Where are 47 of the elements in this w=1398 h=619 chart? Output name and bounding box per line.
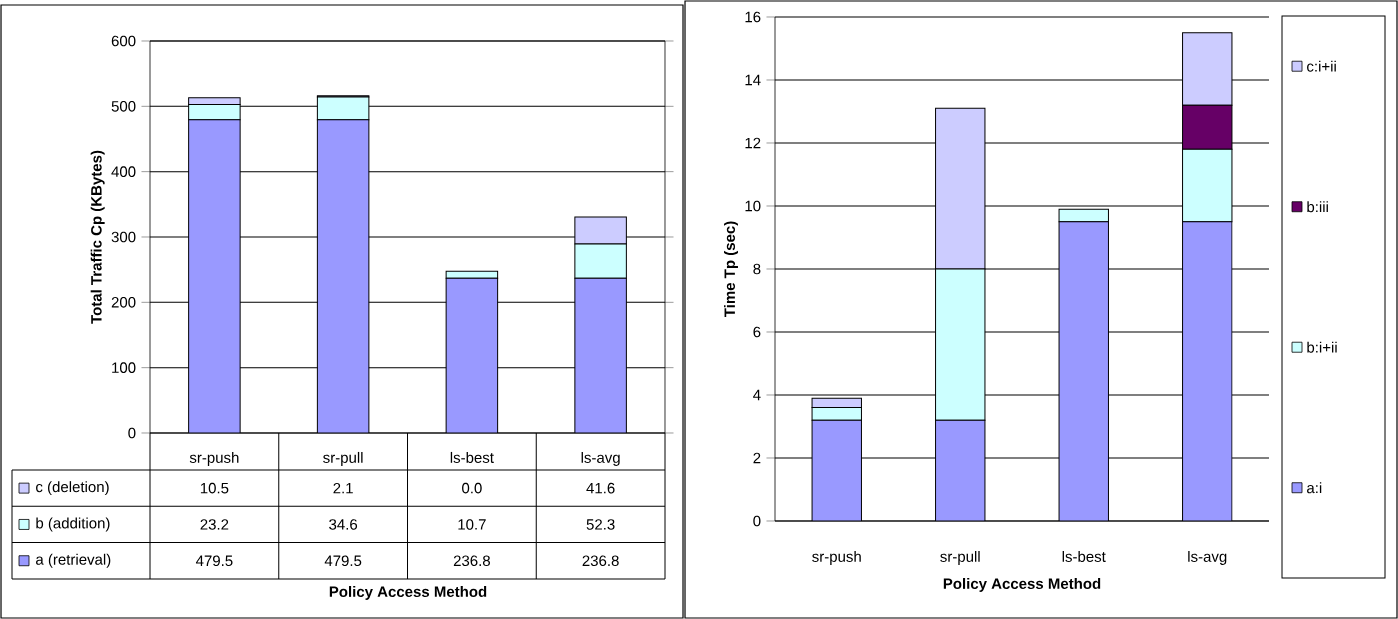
legend-label: b:i+ii [1307, 341, 1337, 353]
y-tick-label: 4 [753, 389, 761, 401]
legend-label: b (addition) [36, 517, 110, 532]
legend-label: c (deletion) [36, 481, 109, 496]
x-axis-title: Policy Access Method [943, 578, 1101, 592]
y-axis-title: Total Traffic Cp (KBytes) [90, 150, 105, 324]
x-tick-label: ls-best [1062, 550, 1106, 562]
data-label: 34.6 [329, 519, 358, 530]
x-tick-label: sr-push [189, 451, 239, 466]
data-label: 479.5 [324, 555, 362, 567]
y-tick-label: 8 [753, 263, 761, 275]
data-label: 52.3 [586, 519, 615, 530]
y-tick-label: 200 [111, 297, 136, 308]
legend-label: a (retrieval) [36, 553, 111, 568]
data-label: 0.0 [462, 482, 482, 494]
y-tick-label: 12 [745, 137, 761, 149]
x-tick-label: sr-pull [940, 550, 980, 565]
y-tick-label: 0 [753, 515, 761, 527]
data-label: 41.6 [586, 482, 615, 494]
y-tick-label: 400 [111, 166, 136, 177]
data-label: 10.5 [200, 482, 229, 494]
y-tick-label: 500 [111, 101, 136, 112]
x-tick-label: sr-push [812, 550, 861, 565]
y-tick-label: 6 [753, 326, 761, 338]
data-label: 10.7 [458, 519, 486, 530]
y-axis-title: Time Tp (sec) [724, 221, 738, 318]
y-tick-label: 14 [745, 74, 761, 86]
data-label: 479.5 [195, 555, 233, 567]
y-tick-label: 300 [111, 231, 136, 243]
legend-label: b:iii [1307, 201, 1328, 213]
data-label: 2.1 [333, 482, 353, 494]
x-tick-label: sr-pull [323, 451, 363, 466]
x-tick-label: ls-avg [1188, 550, 1227, 565]
legend-label: c:i+ii [1307, 60, 1336, 72]
y-tick-label: 600 [111, 35, 136, 47]
y-tick-label: 100 [112, 362, 136, 373]
y-tick-label: 2 [753, 452, 761, 464]
data-label: 236.8 [453, 555, 490, 567]
legend-label: a:i [1307, 482, 1322, 494]
y-tick-label: 16 [745, 11, 761, 23]
x-tick-label: ls-best [450, 451, 494, 463]
y-tick-label: 10 [745, 200, 761, 212]
x-axis-title: Policy Access Method [329, 586, 487, 600]
y-tick-label: 0 [128, 427, 136, 439]
x-tick-label: ls-avg [581, 451, 620, 466]
data-label: 236.8 [582, 555, 619, 567]
data-label: 23.2 [200, 519, 229, 530]
